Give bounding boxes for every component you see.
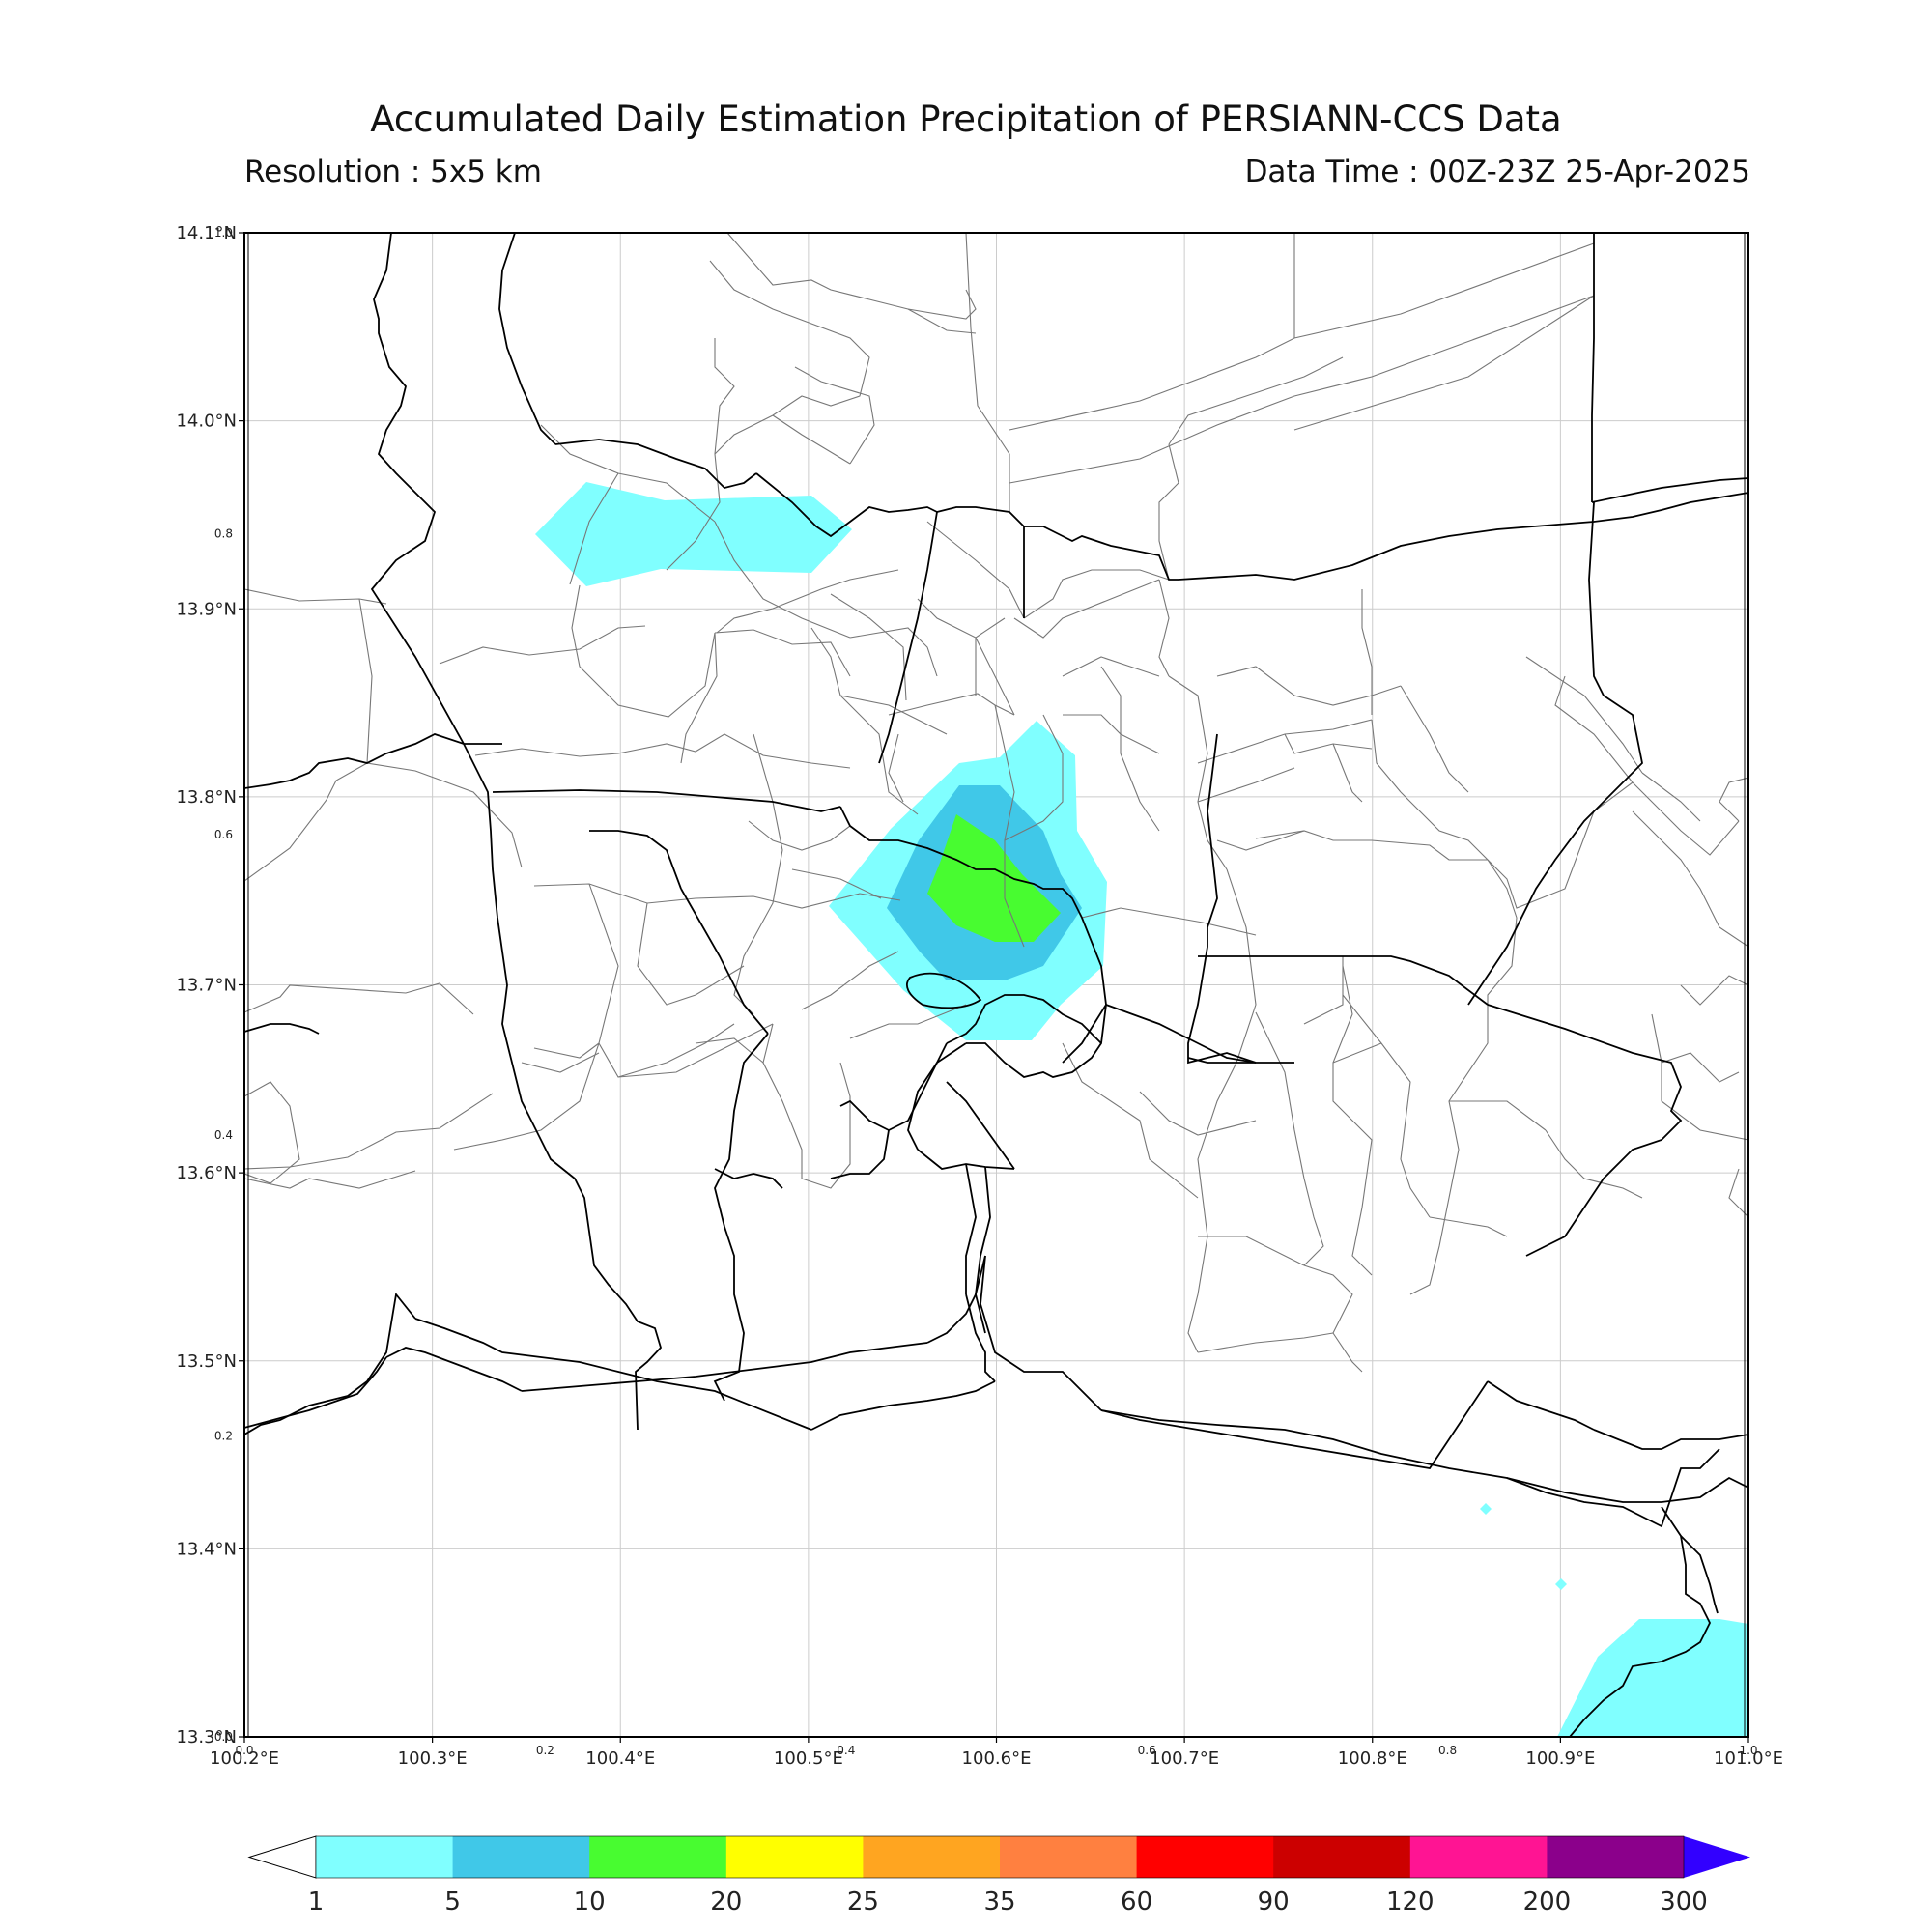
colorbar-tick-label: 60: [1121, 1888, 1152, 1917]
map-title: Accumulated Daily Estimation Precipitati…: [370, 99, 1562, 140]
lon-tick-label: 100.2°E: [210, 1748, 279, 1769]
colorbar-tick-label: 200: [1523, 1888, 1572, 1917]
precip-dot-2: [1555, 1578, 1567, 1590]
lat-tick-label: 13.6°N: [176, 1163, 237, 1183]
axis-ticks: [239, 232, 1749, 1743]
secondary-y-tick-label: 0.8: [214, 526, 233, 540]
secondary-y-tick-label: 0.2: [214, 1430, 233, 1443]
lon-tick-label: 100.4°E: [585, 1748, 655, 1769]
colorbar-tick-label: 1: [308, 1888, 325, 1917]
province-boundaries: [244, 233, 1748, 1737]
colorbar-segment: [452, 1836, 590, 1878]
colorbar-segment: [725, 1836, 864, 1878]
resolution-label: Resolution : 5x5 km: [244, 155, 542, 189]
colorbar-segment: [1409, 1836, 1548, 1878]
precipitation-fill: [535, 482, 1748, 1737]
lat-tick-label: 13.4°N: [176, 1539, 237, 1559]
colorbar-tick-label: 90: [1258, 1888, 1290, 1917]
lat-tick-label: 13.8°N: [176, 787, 237, 808]
lon-tick-label: 100.9°E: [1525, 1748, 1595, 1769]
secondary-x-tick-label: 0.4: [837, 1744, 855, 1757]
lon-tick-label: 100.7°E: [1150, 1748, 1219, 1769]
secondary-x-tick-label: 0.6: [1138, 1744, 1156, 1757]
colorbar-segment: [1000, 1836, 1138, 1878]
lat-tick-label: 13.5°N: [176, 1351, 237, 1372]
colorbar-segment: [1547, 1836, 1685, 1878]
colorbar-over-arrow: [1684, 1836, 1750, 1878]
colorbar-segment: [1273, 1836, 1411, 1878]
precip-zone-1-5-southeast: [1557, 1619, 1748, 1737]
secondary-y-tick-label: 0.4: [214, 1128, 233, 1142]
lon-tick-label: 101.0°E: [1714, 1748, 1783, 1769]
colorbar-tick-label: 20: [710, 1888, 742, 1917]
colorbar-segment: [316, 1836, 454, 1878]
secondary-y-tick-label: 0.0: [214, 1730, 233, 1744]
axis-labels: 100.2°E 100.3°E 100.4°E 100.5°E 100.6°E 100.7…: [176, 223, 1783, 1769]
lat-tick-label: 13.7°N: [176, 976, 237, 996]
colorbar-tick-label: 25: [847, 1888, 879, 1917]
lat-tick-label: 14.0°N: [176, 412, 237, 432]
secondary-x-tick-label: 0.0: [235, 1744, 253, 1757]
secondary-y-tick-label: 0.6: [214, 828, 233, 841]
precip-zone-10-20: [927, 814, 1061, 942]
colorbar: 1 5 10 20 25 35 60 90 120 200 300: [247, 1835, 1750, 1917]
lon-tick-label: 100.6°E: [962, 1748, 1032, 1769]
colorbar-tick-label: 35: [983, 1888, 1015, 1917]
secondary-x-tick-label: 0.8: [1438, 1744, 1457, 1757]
secondary-x-tick-label: 1.0: [1739, 1744, 1757, 1757]
lat-tick-label: 13.9°N: [176, 599, 237, 619]
colorbar-under-arrow: [247, 1835, 317, 1879]
colorbar-segment: [589, 1836, 727, 1878]
precip-dot-1: [1480, 1503, 1492, 1515]
district-boundaries: [244, 233, 1748, 1373]
lon-tick-label: 100.5°E: [774, 1748, 843, 1769]
data-time-label: Data Time : 00Z-23Z 25-Apr-2025: [1244, 155, 1750, 189]
lon-tick-label: 100.8°E: [1338, 1748, 1407, 1769]
colorbar-tick-label: 120: [1386, 1888, 1435, 1917]
secondary-y-tick-label: 1.0: [214, 226, 233, 240]
colorbar-tick-label: 300: [1660, 1888, 1708, 1917]
colorbar-outline: [315, 1835, 1685, 1879]
precip-zone-1-5-north: [535, 482, 852, 586]
lat-tick-label: 13.3°N: [176, 1727, 237, 1747]
secondary-x-tick-label: 0.2: [536, 1744, 554, 1757]
colorbar-segment: [1136, 1836, 1274, 1878]
lat-tick-label: 14.1°N: [176, 223, 237, 243]
lon-tick-label: 100.3°E: [398, 1748, 468, 1769]
colorbar-tick-label: 10: [574, 1888, 606, 1917]
colorbar-tick-label: 5: [444, 1888, 461, 1917]
colorbar-segment: [863, 1836, 1001, 1878]
